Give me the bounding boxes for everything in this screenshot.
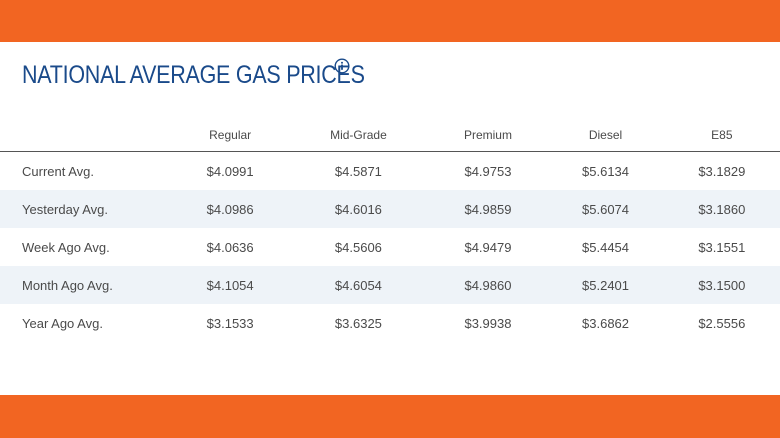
price-cell: $4.6054 bbox=[288, 266, 429, 304]
price-cell: $4.0986 bbox=[172, 190, 289, 228]
header-diesel: Diesel bbox=[547, 119, 664, 152]
price-cell: $5.6134 bbox=[582, 163, 630, 179]
row-label: Yesterday Avg. bbox=[0, 190, 172, 228]
table-row: Month Ago Avg. $4.1054 $4.6054 $4.9860 $… bbox=[0, 266, 780, 304]
price-cell: $5.2401 bbox=[547, 266, 664, 304]
row-label: Current Avg. bbox=[22, 163, 95, 179]
price-cell: $5.4454 bbox=[582, 239, 630, 255]
price-cell: $5.6074 bbox=[547, 190, 664, 228]
price-cell: $4.9860 bbox=[428, 266, 548, 304]
price-cell: $4.0636 bbox=[206, 239, 254, 255]
price-cell: $4.9859 bbox=[428, 190, 548, 228]
top-accent-bar bbox=[0, 0, 780, 42]
row-label: Month Ago Avg. bbox=[0, 266, 172, 304]
price-cell: $4.9753 bbox=[464, 163, 512, 179]
header-premium: Premium bbox=[428, 119, 548, 152]
price-cell: $4.5871 bbox=[334, 163, 382, 179]
row-label: Week Ago Avg. bbox=[22, 239, 110, 255]
price-cell: $3.6862 bbox=[582, 315, 630, 331]
header-blank bbox=[0, 119, 172, 152]
price-cell: $4.5606 bbox=[334, 239, 382, 255]
gas-prices-table: Regular Mid-Grade Premium Diesel E85 Cur… bbox=[0, 119, 780, 342]
price-cell: $4.9479 bbox=[464, 239, 512, 255]
table-row: Week Ago Avg. $4.0636 $4.5606 $4.9479 $5… bbox=[0, 228, 780, 266]
price-cell: $3.1500 bbox=[663, 266, 780, 304]
price-cell: $3.1860 bbox=[663, 190, 780, 228]
price-cell: $3.1533 bbox=[206, 315, 254, 331]
info-icon[interactable] bbox=[334, 58, 350, 74]
table-row: Yesterday Avg. $4.0986 $4.6016 $4.9859 $… bbox=[0, 190, 780, 228]
row-label: Year Ago Avg. bbox=[22, 315, 103, 331]
price-cell: $4.0991 bbox=[206, 163, 254, 179]
price-cell: $4.1054 bbox=[172, 266, 289, 304]
header-e85: E85 bbox=[663, 119, 780, 152]
page-title: NATIONAL AVERAGE GAS PRICES bbox=[22, 61, 365, 89]
price-cell: $3.6325 bbox=[334, 315, 382, 331]
table-row: Year Ago Avg. $3.1533 $3.6325 $3.9938 $3… bbox=[0, 304, 780, 342]
title-area: NATIONAL AVERAGE GAS PRICES bbox=[22, 58, 421, 92]
table-row: Current Avg. $4.0991 $4.5871 $4.9753 $5.… bbox=[0, 152, 780, 191]
price-cell: $3.9938 bbox=[464, 315, 512, 331]
header-regular: Regular bbox=[172, 119, 289, 152]
bottom-accent-bar bbox=[0, 395, 780, 438]
price-cell: $2.5556 bbox=[698, 315, 746, 331]
price-cell: $4.6016 bbox=[288, 190, 429, 228]
header-mid-grade: Mid-Grade bbox=[288, 119, 429, 152]
table-header-row: Regular Mid-Grade Premium Diesel E85 bbox=[0, 119, 780, 152]
price-cell: $3.1829 bbox=[698, 163, 746, 179]
price-cell: $3.1551 bbox=[698, 239, 746, 255]
